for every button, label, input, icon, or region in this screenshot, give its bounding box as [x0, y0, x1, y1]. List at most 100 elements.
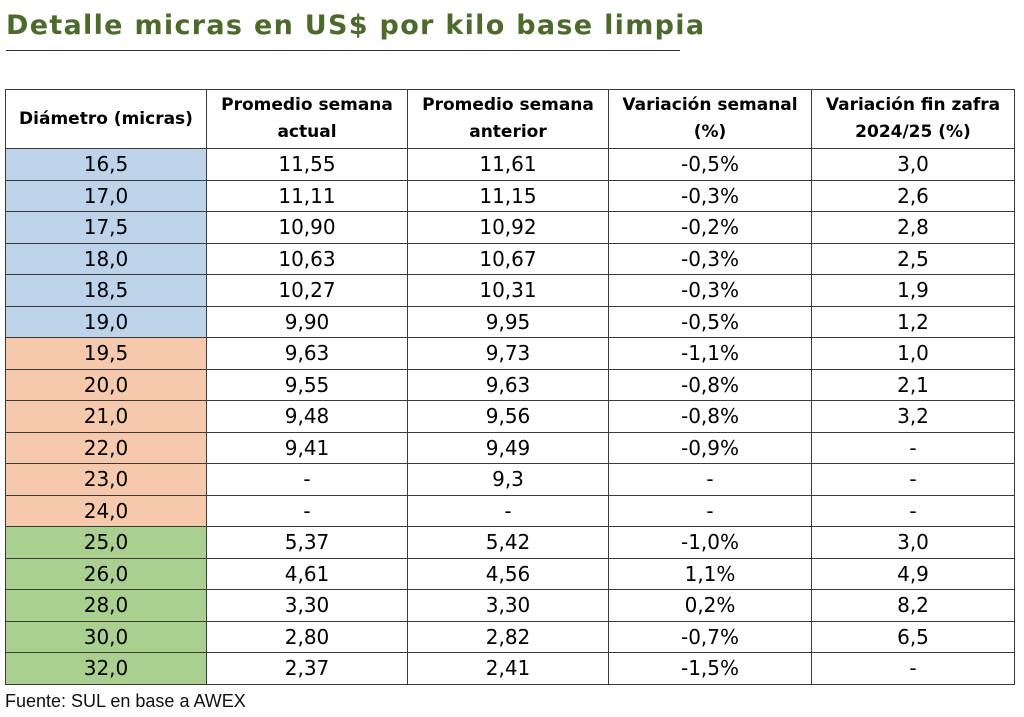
cell-previous-week-avg: - — [407, 494, 609, 527]
cell-current-week-avg: 9,48 — [206, 400, 408, 433]
table-row: 26,0 4,61 4,56 1,1% 4,9 — [5, 557, 1015, 590]
cell-season-end-change: 8,2 — [811, 589, 1015, 622]
cell-current-week-avg: 9,90 — [206, 305, 408, 338]
table-row: 30,0 2,80 2,82 -0,7% 6,5 — [5, 620, 1015, 653]
cell-previous-week-avg: 10,67 — [407, 242, 609, 275]
cell-season-end-change: 2,6 — [811, 179, 1015, 212]
table-body: 16,5 11,55 11,61 -0,5% 3,0 17,0 11,11 11,15 -0,3… — [5, 148, 1015, 685]
cell-current-week-avg: 9,63 — [206, 337, 408, 370]
cell-weekly-change: -0,2% — [608, 211, 812, 244]
table-row: 18,0 10,63 10,67 -0,3% 2,5 — [5, 242, 1015, 275]
cell-previous-week-avg: 4,56 — [407, 557, 609, 590]
cell-current-week-avg: 9,55 — [206, 368, 408, 401]
cell-diameter: 18,0 — [5, 242, 207, 275]
cell-current-week-avg: 10,90 — [206, 211, 408, 244]
cell-diameter: 22,0 — [5, 431, 207, 464]
cell-season-end-change: - — [811, 463, 1015, 496]
cell-diameter: 20,0 — [5, 368, 207, 401]
cell-season-end-change: 1,9 — [811, 274, 1015, 307]
cell-current-week-avg: 9,41 — [206, 431, 408, 464]
header-previous-week-avg: Promedio semana anterior — [407, 89, 609, 149]
cell-diameter: 18,5 — [5, 274, 207, 307]
cell-diameter: 21,0 — [5, 400, 207, 433]
cell-weekly-change: -0,8% — [608, 368, 812, 401]
cell-diameter: 16,5 — [5, 148, 207, 181]
title-underline — [6, 50, 680, 51]
cell-diameter: 17,0 — [5, 179, 207, 212]
table-row: 19,0 9,90 9,95 -0,5% 1,2 — [5, 305, 1015, 338]
table-row: 24,0- - - - — [5, 494, 1015, 527]
cell-weekly-change: 1,1% — [608, 557, 812, 590]
cell-current-week-avg: 3,30 — [206, 589, 408, 622]
micron-price-table: Diámetro (micras) Promedio semana actual … — [5, 89, 1015, 685]
cell-weekly-change: - — [608, 463, 812, 496]
header-weekly-change: Variación semanal (%) — [608, 89, 812, 149]
cell-weekly-change: -0,8% — [608, 400, 812, 433]
table-row: 17,5 10,90 10,92 -0,2% 2,8 — [5, 211, 1015, 244]
cell-weekly-change: -1,5% — [608, 652, 812, 685]
cell-diameter: 26,0 — [5, 557, 207, 590]
cell-current-week-avg: 5,37 — [206, 526, 408, 559]
cell-season-end-change: 2,1 — [811, 368, 1015, 401]
cell-weekly-change: -1,1% — [608, 337, 812, 370]
cell-season-end-change: - — [811, 652, 1015, 685]
cell-diameter: 24,0 — [5, 494, 207, 527]
cell-season-end-change: 1,2 — [811, 305, 1015, 338]
cell-season-end-change: - — [811, 494, 1015, 527]
source-note: Fuente: SUL en base a AWEX — [5, 691, 246, 711]
cell-season-end-change: 2,8 — [811, 211, 1015, 244]
cell-weekly-change: -0,9% — [608, 431, 812, 464]
cell-season-end-change: 4,9 — [811, 557, 1015, 590]
cell-diameter: 25,0 — [5, 526, 207, 559]
cell-previous-week-avg: 9,56 — [407, 400, 609, 433]
cell-current-week-avg: 11,55 — [206, 148, 408, 181]
table-row: 22,0 9,41 9,49 -0,9% - — [5, 431, 1015, 464]
cell-diameter: 19,0 — [5, 305, 207, 338]
cell-weekly-change: -0,5% — [608, 148, 812, 181]
cell-previous-week-avg: 9,63 — [407, 368, 609, 401]
cell-previous-week-avg: 5,42 — [407, 526, 609, 559]
cell-diameter: 30,0 — [5, 620, 207, 653]
cell-weekly-change: 0,2% — [608, 589, 812, 622]
cell-season-end-change: 3,0 — [811, 526, 1015, 559]
cell-previous-week-avg: 11,61 — [407, 148, 609, 181]
cell-previous-week-avg: 11,15 — [407, 179, 609, 212]
table-row: 21,0 9,48 9,56 -0,8% 3,2 — [5, 400, 1015, 433]
header-current-week-avg: Promedio semana actual — [206, 89, 408, 149]
cell-weekly-change: -0,5% — [608, 305, 812, 338]
cell-season-end-change: 2,5 — [811, 242, 1015, 275]
cell-weekly-change: - — [608, 494, 812, 527]
cell-previous-week-avg: 9,73 — [407, 337, 609, 370]
table-row: 16,5 11,55 11,61 -0,5% 3,0 — [5, 148, 1015, 181]
cell-diameter: 19,5 — [5, 337, 207, 370]
cell-previous-week-avg: 2,41 — [407, 652, 609, 685]
cell-current-week-avg: 10,63 — [206, 242, 408, 275]
table-row: 20,0 9,55 9,63 -0,8% 2,1 — [5, 368, 1015, 401]
table-row: 28,0 3,30 3,30 0,2% 8,2 — [5, 589, 1015, 622]
cell-previous-week-avg: 3,30 — [407, 589, 609, 622]
cell-diameter: 17,5 — [5, 211, 207, 244]
cell-previous-week-avg: 9,49 — [407, 431, 609, 464]
cell-weekly-change: -0,7% — [608, 620, 812, 653]
cell-season-end-change: 3,2 — [811, 400, 1015, 433]
cell-weekly-change: -1,0% — [608, 526, 812, 559]
cell-previous-week-avg: 9,3 — [407, 463, 609, 496]
table-row: 19,5 9,63 9,73 -1,1% 1,0 — [5, 337, 1015, 370]
cell-previous-week-avg: 9,95 — [407, 305, 609, 338]
cell-weekly-change: -0,3% — [608, 179, 812, 212]
table-row: 32,0 2,37 2,41 -1,5% - — [5, 652, 1015, 685]
header-diameter: Diámetro (micras) — [5, 89, 207, 149]
cell-season-end-change: 1,0 — [811, 337, 1015, 370]
table-header-row: Diámetro (micras) Promedio semana actual … — [5, 89, 1015, 149]
cell-current-week-avg: 4,61 — [206, 557, 408, 590]
cell-current-week-avg: - — [206, 463, 408, 496]
cell-season-end-change: 3,0 — [811, 148, 1015, 181]
cell-season-end-change: - — [811, 431, 1015, 464]
cell-season-end-change: 6,5 — [811, 620, 1015, 653]
table-row: 18,5 10,27 10,31 -0,3% 1,9 — [5, 274, 1015, 307]
cell-current-week-avg: 11,11 — [206, 179, 408, 212]
cell-previous-week-avg: 10,31 — [407, 274, 609, 307]
cell-current-week-avg: 10,27 — [206, 274, 408, 307]
table-row: 25,0 5,37 5,42 -1,0% 3,0 — [5, 526, 1015, 559]
table-row: 17,0 11,11 11,15 -0,3% 2,6 — [5, 179, 1015, 212]
